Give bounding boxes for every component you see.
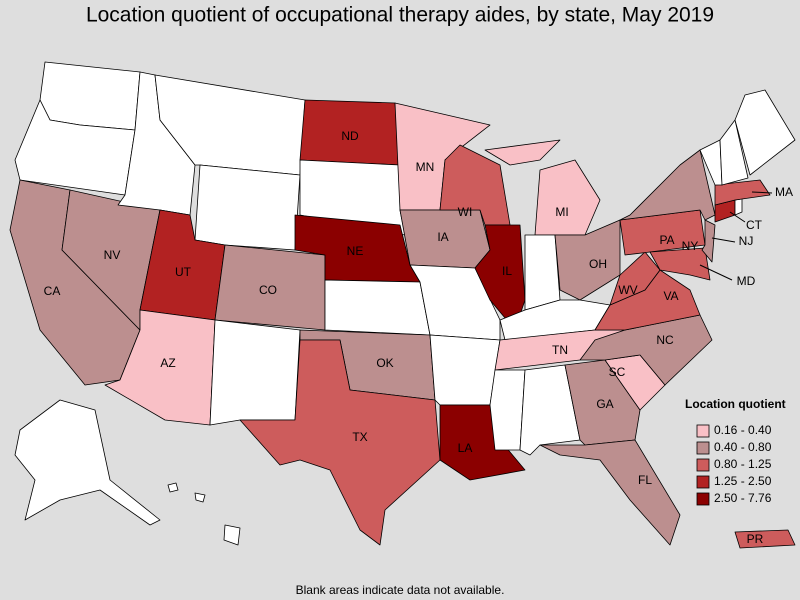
state-shape bbox=[223, 524, 241, 546]
state-shape bbox=[474, 224, 526, 331]
state-shape bbox=[534, 159, 601, 236]
state-label: FL bbox=[638, 473, 652, 487]
legend-label: 2.50 - 7.76 bbox=[714, 491, 772, 505]
state-label: MI bbox=[555, 205, 568, 219]
state-shape bbox=[649, 247, 711, 281]
state-label: VA bbox=[663, 289, 678, 303]
state-label: IL bbox=[502, 264, 512, 278]
state-label: TN bbox=[552, 343, 568, 357]
state-shape bbox=[239, 339, 441, 546]
legend-swatch bbox=[696, 441, 710, 455]
legend-title: Location quotient bbox=[685, 397, 786, 411]
state-labels: ND MN WI MI NY MA CT NJ PA OH IA NE IL N… bbox=[44, 129, 793, 546]
leader-line bbox=[729, 211, 746, 223]
legend-swatch bbox=[696, 475, 710, 489]
state-label: CO bbox=[259, 283, 277, 297]
state-shape bbox=[429, 334, 501, 406]
leader-line bbox=[751, 191, 773, 194]
state-label: NY bbox=[682, 239, 699, 253]
state-shape bbox=[209, 319, 301, 426]
state-shape bbox=[324, 279, 431, 336]
leader-line bbox=[699, 264, 733, 281]
state-label: PA bbox=[659, 233, 674, 247]
state-label: NV bbox=[104, 248, 121, 262]
state-shape bbox=[719, 119, 749, 186]
state-label: MN bbox=[416, 160, 435, 174]
state-label: OK bbox=[376, 356, 393, 370]
leader-lines bbox=[699, 191, 773, 281]
state-label: NC bbox=[656, 333, 674, 347]
state-shape bbox=[39, 61, 141, 131]
leader-line bbox=[711, 237, 736, 243]
state-shape bbox=[194, 164, 301, 251]
state-shape bbox=[714, 179, 771, 206]
state-shape bbox=[734, 198, 743, 216]
legend-swatch bbox=[696, 458, 710, 472]
state-label: GA bbox=[596, 397, 613, 411]
state-label: WI bbox=[458, 205, 473, 219]
state-label: MD bbox=[737, 274, 756, 288]
state-shape bbox=[734, 89, 796, 176]
legend-label: 0.40 - 0.80 bbox=[714, 440, 772, 454]
legend-swatch bbox=[696, 424, 710, 438]
state-shape bbox=[701, 219, 716, 263]
state-shape bbox=[167, 482, 179, 493]
state-shape bbox=[734, 529, 796, 549]
state-label: TX bbox=[352, 430, 367, 444]
state-shape bbox=[14, 399, 161, 526]
state-label: UT bbox=[175, 265, 192, 279]
state-label: SC bbox=[609, 365, 626, 379]
state-label: CT bbox=[746, 218, 763, 232]
state-shape bbox=[539, 439, 681, 546]
state-label: OH bbox=[589, 257, 607, 271]
legend-swatch bbox=[696, 492, 710, 506]
footnote: Blank areas indicate data not available. bbox=[296, 583, 505, 597]
state-shape bbox=[609, 251, 661, 306]
states bbox=[9, 61, 796, 549]
legend: Location quotient 0.16 - 0.40 0.40 - 0.80… bbox=[685, 397, 786, 506]
legend-label: 0.16 - 0.40 bbox=[714, 423, 772, 437]
state-label: MA bbox=[775, 185, 793, 199]
legend-label: 0.80 - 1.25 bbox=[714, 457, 772, 471]
state-label: WV bbox=[618, 283, 637, 297]
state-label: PR bbox=[747, 532, 764, 546]
legend-label: 1.25 - 2.50 bbox=[714, 474, 772, 488]
state-label: NE bbox=[347, 244, 364, 258]
state-label: LA bbox=[458, 441, 473, 455]
state-label: IA bbox=[437, 230, 448, 244]
state-shape bbox=[489, 369, 526, 451]
state-label: CA bbox=[44, 284, 61, 298]
state-label: ND bbox=[341, 129, 359, 143]
state-shape bbox=[194, 492, 206, 503]
state-shape bbox=[524, 234, 561, 311]
map-title: Location quotient of occupational therap… bbox=[86, 4, 714, 27]
state-label: AZ bbox=[160, 356, 175, 370]
state-shape bbox=[619, 149, 716, 221]
state-label: NJ bbox=[739, 234, 754, 248]
state-shape bbox=[484, 139, 561, 166]
